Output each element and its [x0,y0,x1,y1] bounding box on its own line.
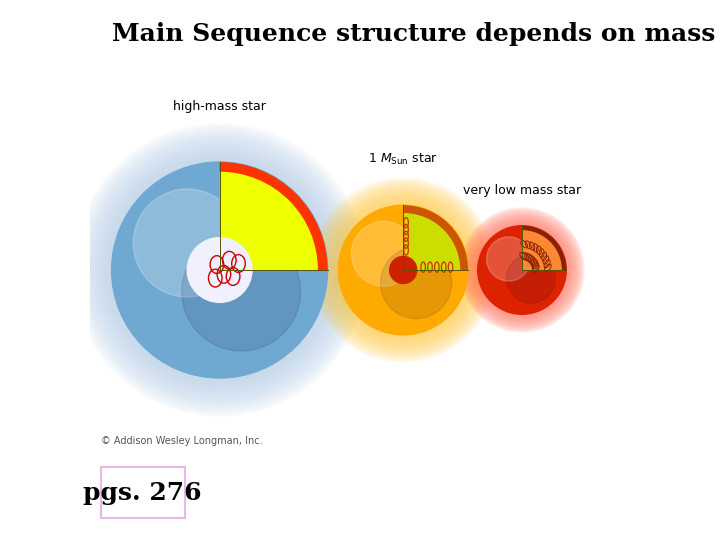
Circle shape [311,178,495,362]
Circle shape [380,247,452,319]
Circle shape [76,126,363,414]
Circle shape [351,221,416,286]
Circle shape [313,180,493,360]
Circle shape [487,237,531,281]
Text: pgs. 276: pgs. 276 [84,481,202,505]
Circle shape [93,144,346,396]
Circle shape [319,186,487,354]
Wedge shape [403,213,460,270]
Circle shape [322,189,485,351]
Circle shape [133,189,241,297]
Circle shape [316,183,490,357]
Circle shape [318,184,489,356]
Circle shape [89,139,351,401]
Wedge shape [522,230,562,270]
Circle shape [78,129,361,411]
Circle shape [73,124,365,416]
Circle shape [461,209,583,331]
Circle shape [468,216,576,324]
Circle shape [81,131,358,408]
Text: © Addison Wesley Longman, Inc.: © Addison Wesley Longman, Inc. [101,435,262,445]
Circle shape [464,212,580,328]
Wedge shape [403,205,468,270]
Circle shape [181,232,301,351]
Circle shape [320,187,486,353]
Circle shape [187,238,252,302]
Circle shape [84,134,356,406]
Circle shape [467,215,577,325]
Circle shape [91,141,348,399]
Circle shape [315,181,492,359]
Text: $1\ M_{\mathrm{Sun}}\ \mathrm{star}$: $1\ M_{\mathrm{Sun}}\ \mathrm{star}$ [368,152,438,167]
Circle shape [86,136,354,404]
Wedge shape [220,162,328,270]
Circle shape [324,191,482,349]
Circle shape [462,210,582,330]
Circle shape [506,254,555,303]
Circle shape [338,205,468,335]
Text: high-mass star: high-mass star [174,100,266,113]
Circle shape [112,162,328,378]
Circle shape [460,208,584,332]
Wedge shape [220,172,318,270]
Circle shape [465,213,579,327]
Circle shape [478,226,566,314]
Wedge shape [389,256,418,284]
Wedge shape [522,226,566,270]
Circle shape [466,214,578,326]
FancyBboxPatch shape [101,467,184,518]
Circle shape [463,211,581,329]
Text: very low mass star: very low mass star [463,184,581,197]
Text: Main Sequence structure depends on mass . . .: Main Sequence structure depends on mass … [112,22,720,45]
